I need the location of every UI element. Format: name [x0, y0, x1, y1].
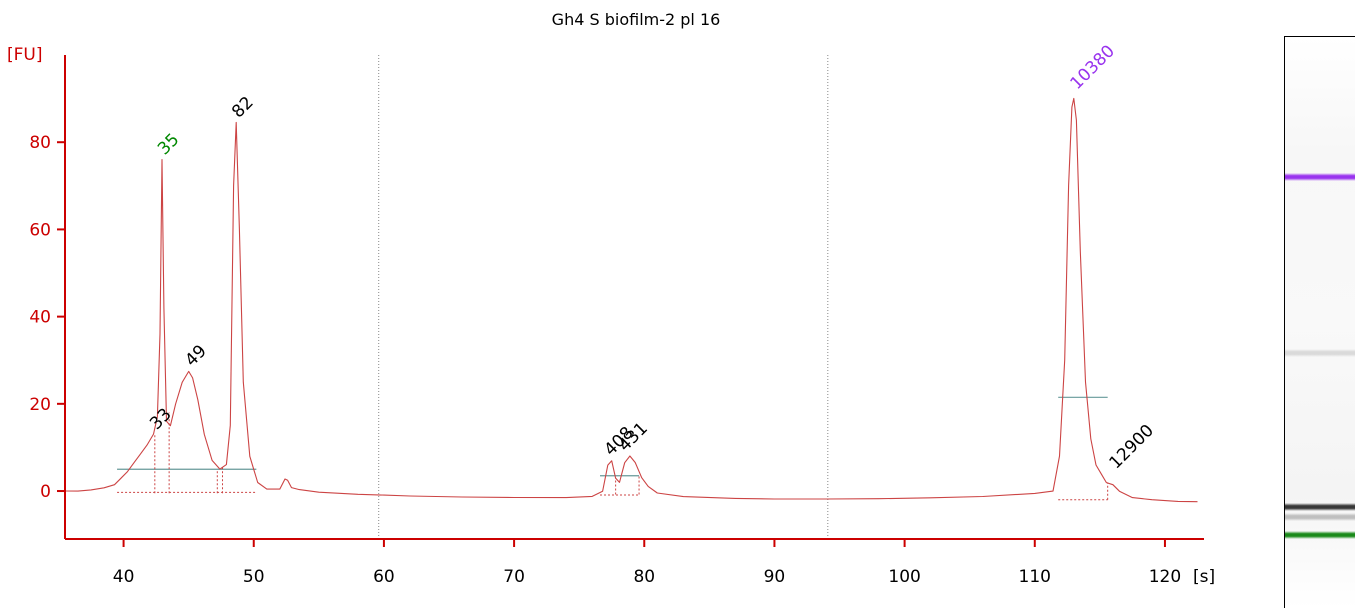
- peak-label-12900: 12900: [1106, 421, 1158, 473]
- y-tick-label-0: 0: [40, 482, 51, 502]
- x-tick-label-70: 70: [503, 567, 525, 587]
- gel-band-upper-marker: [1285, 173, 1355, 181]
- peak-label-33: 33: [146, 404, 175, 433]
- gel-background: [1285, 37, 1355, 608]
- y-tick-label-20: 20: [29, 395, 51, 415]
- trace-series: [64, 97, 1198, 503]
- y-tick-label-80: 80: [29, 133, 51, 153]
- gel-band-grey-band: [1285, 513, 1355, 521]
- gel-image-lane: [1284, 36, 1355, 608]
- chart-title: Gh4 S biofilm-2 pl 16: [552, 10, 721, 29]
- peak-baselines: [117, 396, 1109, 501]
- x-tick-label-110: 110: [1019, 567, 1051, 587]
- gel-band-dark-band: [1285, 503, 1355, 511]
- gel-band-lower-marker: [1285, 531, 1355, 539]
- x-tick-label-90: 90: [764, 567, 786, 587]
- peak-label-82: 82: [228, 93, 257, 122]
- x-axis-label: [s]: [1193, 567, 1215, 587]
- peak-label-10380: 10380: [1067, 41, 1119, 93]
- x-tick-label-100: 100: [888, 567, 920, 587]
- y-tick-label-40: 40: [29, 308, 51, 328]
- y-axis-label: [FU]: [7, 45, 43, 65]
- electropherogram-chart: Gh4 S biofilm-2 pl 16 [FU] [s] 0 20 40 60 80…: [7, 10, 1215, 587]
- x-tick-label-120: 120: [1149, 567, 1181, 587]
- peak-label-35: 35: [154, 130, 183, 159]
- vertical-guides: [378, 55, 829, 539]
- gel-band-faint-band: [1285, 349, 1355, 357]
- x-tick-label-80: 80: [633, 567, 655, 587]
- x-tick-label-40: 40: [113, 567, 135, 587]
- y-tick-label-60: 60: [29, 220, 51, 240]
- peak-label-49: 49: [181, 341, 210, 370]
- x-tick-label-50: 50: [243, 567, 265, 587]
- x-tick-label-60: 60: [373, 567, 395, 587]
- series-line-0: [64, 97, 1198, 503]
- axes: 0 20 40 60 80 40 50 60 70 80 90 100 110 120: [29, 55, 1204, 587]
